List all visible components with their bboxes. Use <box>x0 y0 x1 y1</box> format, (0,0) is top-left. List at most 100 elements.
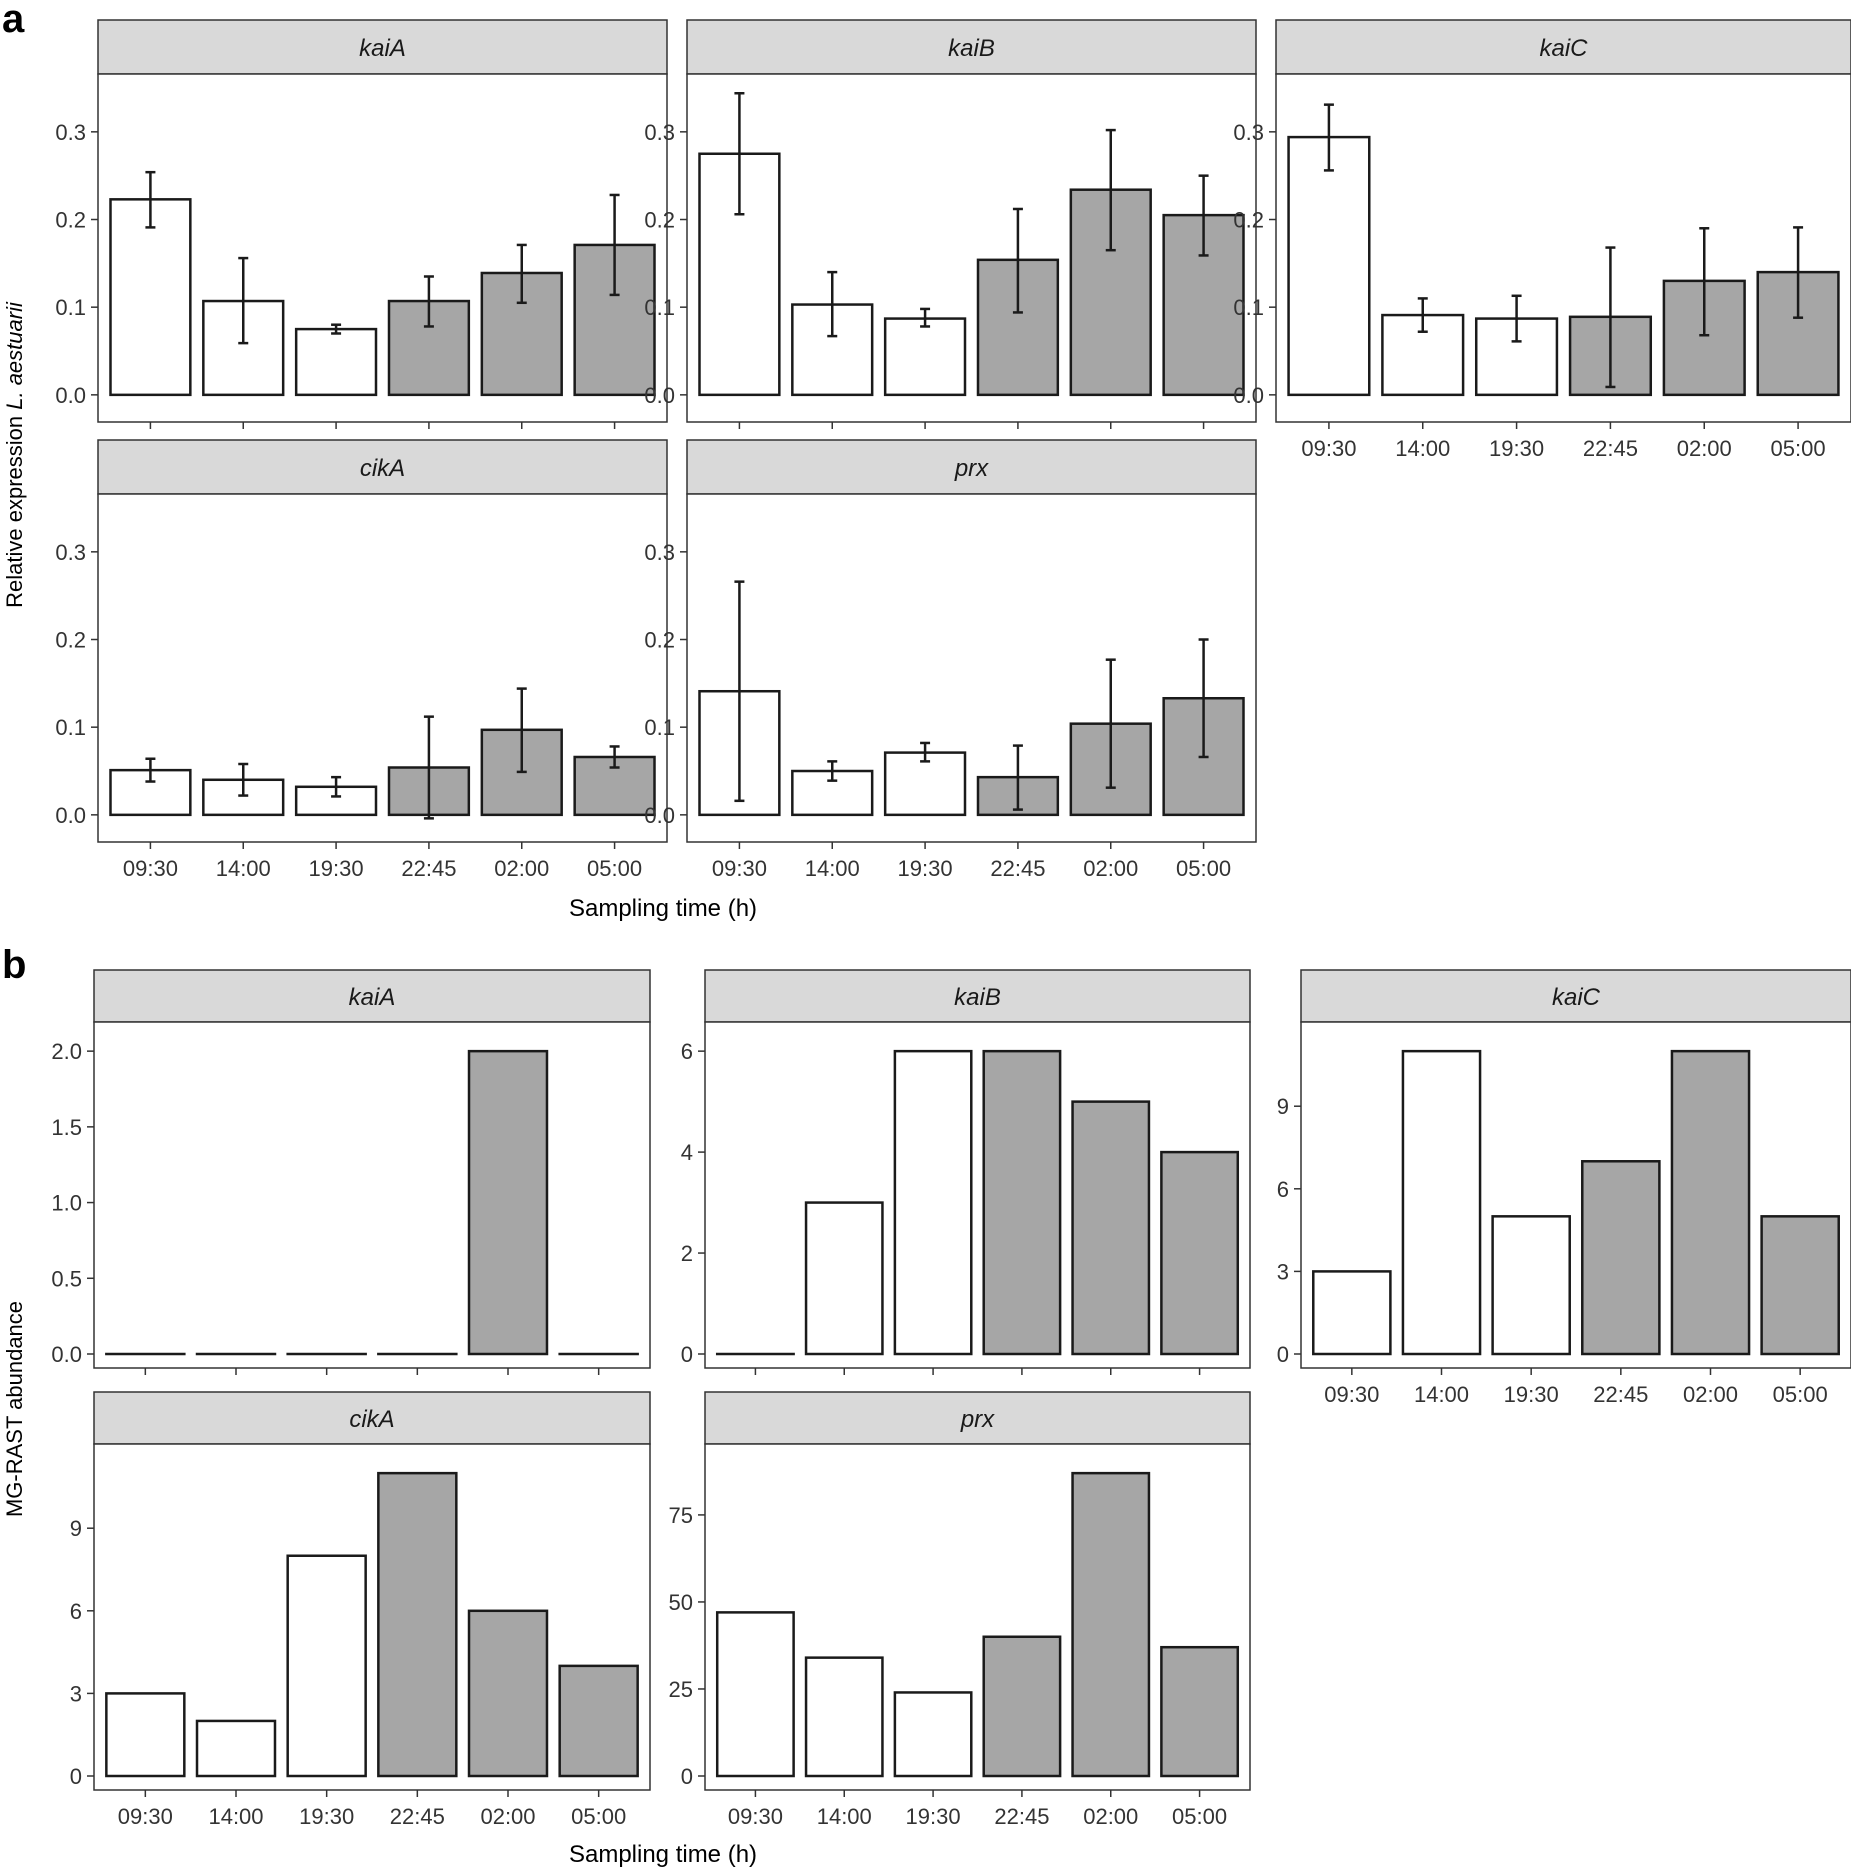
x-tick-label: 14:00 <box>208 1804 263 1829</box>
y-tick-label: 1.5 <box>51 1115 82 1140</box>
bar-kaiC-05:00 <box>1760 1215 1840 1356</box>
facet-strip-label: kaiB <box>948 35 995 62</box>
y-tick-label: 2.0 <box>51 1039 82 1064</box>
x-tick-label: 19:30 <box>309 856 364 881</box>
x-tick-label: 02:00 <box>480 1804 535 1829</box>
bar-cikA-02:00 <box>467 1609 549 1778</box>
facet-a-cikA: cikA 0.0 0.1 0.2 0.3 09:30 14:00 19:30 22:45 02:0… <box>55 439 668 881</box>
bar-kaiA-09:30 <box>109 198 192 397</box>
x-tick-label: 19:30 <box>1504 1382 1559 1407</box>
y-tick-label: 0.2 <box>55 208 86 233</box>
x-tick-label: 09:30 <box>712 856 767 881</box>
facet-strip-label: kaiB <box>954 984 1001 1011</box>
x-tick-label: 14:00 <box>817 1804 872 1829</box>
bar-kaiA-02:00 <box>480 271 563 397</box>
y-tick-label: 3 <box>1277 1259 1289 1284</box>
facet-panels: kaiA 0.0 0.1 0.2 0.3 kaiB 0.0 0.1 0.2 0.3 kaiC 0.0 0… <box>51 19 1851 1829</box>
panel-label-b: b <box>2 943 26 987</box>
facet-strip <box>93 1391 651 1445</box>
x-tick-label: 02:00 <box>1677 436 1732 461</box>
y-tick-label: 9 <box>70 1516 82 1541</box>
x-tick-label: 22:45 <box>990 856 1045 881</box>
facet-plot-area <box>686 73 1257 423</box>
facet-strip <box>704 969 1251 1023</box>
y-tick-label: 0.1 <box>1233 295 1264 320</box>
bar-kaiB-22:45 <box>982 1049 1062 1356</box>
x-tick-label: 22:45 <box>994 1804 1049 1829</box>
bar-kaiB-19:30 <box>893 1049 973 1356</box>
facet-b-cikA: cikA 0 3 6 9 09:30 14:00 19:30 22:45 02:00 05:00 <box>70 1391 651 1829</box>
facet-b-kaiB: kaiB 0 2 4 6 <box>681 969 1251 1375</box>
bar-cikA-19:30 <box>294 785 378 817</box>
bar-kaiC-02:00 <box>1670 1049 1751 1356</box>
y-tick-label: 6 <box>681 1039 693 1064</box>
bar-prx-09:30 <box>715 1611 795 1778</box>
y-axis-title-prefix: Relative expression <box>2 410 27 608</box>
facet-a-kaiC: kaiC 0.0 0.1 0.2 0.3 09:30 14:00 19:30 22:45 02:0… <box>1233 19 1851 461</box>
y-tick-label: 25 <box>669 1677 693 1702</box>
facet-plot-area <box>704 1021 1251 1369</box>
y-tick-label: 0.2 <box>644 628 675 653</box>
y-tick-label: 50 <box>669 1590 693 1615</box>
y-tick-label: 0.0 <box>55 383 86 408</box>
x-tick-label: 19:30 <box>1489 436 1544 461</box>
facet-a-kaiA: kaiA 0.0 0.1 0.2 0.3 <box>55 19 668 429</box>
panel-b-x-axis-title: Sampling time (h) <box>569 1841 757 1868</box>
facet-strip-label: kaiC <box>1539 35 1588 62</box>
bar-kaiA-19:30 <box>294 327 378 397</box>
facet-strip <box>686 439 1257 495</box>
x-tick-label: 05:00 <box>1773 1382 1828 1407</box>
y-tick-label: 0.1 <box>55 295 86 320</box>
facet-strip-label: kaiC <box>1552 984 1601 1011</box>
y-tick-label: 0.3 <box>55 120 86 145</box>
bar-prx-05:00 <box>1160 1645 1240 1778</box>
facet-b-prx: prx 0 25 50 75 09:30 14:00 19:30 22:45 02:00 05:00 <box>669 1391 1251 1829</box>
y-tick-label: 0.3 <box>644 540 675 565</box>
y-tick-label: 0.0 <box>51 1342 82 1367</box>
facet-plot-area <box>704 1443 1251 1791</box>
bar-kaiB-05:00 <box>1160 1150 1240 1356</box>
bar-kaiA-02:00 <box>467 1049 549 1356</box>
facet-plot-area <box>97 73 668 423</box>
facet-plot-area <box>97 493 668 843</box>
x-tick-label: 05:00 <box>1172 1804 1227 1829</box>
x-tick-label: 14:00 <box>1395 436 1450 461</box>
y-tick-label: 1.0 <box>51 1191 82 1216</box>
bar-cikA-09:30 <box>105 1692 186 1778</box>
x-tick-label: 22:45 <box>1583 436 1638 461</box>
x-tick-label: 14:00 <box>216 856 271 881</box>
y-tick-label: 2 <box>681 1241 693 1266</box>
y-tick-label: 0.3 <box>644 120 675 145</box>
x-tick-label: 02:00 <box>1683 1382 1738 1407</box>
y-tick-label: 0 <box>681 1342 693 1367</box>
x-tick-label: 02:00 <box>494 856 549 881</box>
x-tick-label: 22:45 <box>401 856 456 881</box>
bar-prx-19:30 <box>893 1691 973 1778</box>
facet-plot-area <box>1300 1021 1851 1369</box>
facet-strip-label: prx <box>954 455 989 482</box>
panel-a-y-axis-title: Relative expression L. aestuarii <box>2 301 27 608</box>
y-tick-label: 4 <box>681 1140 693 1165</box>
y-tick-label: 0.2 <box>644 208 675 233</box>
y-tick-label: 0.0 <box>644 803 675 828</box>
y-tick-label: 3 <box>70 1681 82 1706</box>
bar-kaiC-09:30 <box>1312 1270 1392 1356</box>
bar-cikA-19:30 <box>286 1554 367 1778</box>
y-tick-label: 0 <box>1277 1342 1289 1367</box>
facet-strip <box>1300 969 1851 1023</box>
y-tick-label: 0.1 <box>644 715 675 740</box>
x-tick-label: 05:00 <box>571 1804 626 1829</box>
y-tick-label: 0.3 <box>55 540 86 565</box>
facet-b-kaiA: kaiA 0.0 0.5 1.0 1.5 2.0 <box>51 969 651 1375</box>
y-tick-label: 0 <box>681 1764 693 1789</box>
facet-plot-area <box>93 1443 651 1791</box>
y-axis-title-species: L. aestuarii <box>2 301 27 410</box>
facet-strip-label: prx <box>960 1406 995 1433</box>
y-tick-label: 0.1 <box>644 295 675 320</box>
y-tick-label: 6 <box>70 1599 82 1624</box>
x-tick-label: 22:45 <box>390 1804 445 1829</box>
facet-b-kaiC: kaiC 0 3 6 9 09:30 14:00 19:30 22:45 02:00 05:00 <box>1277 969 1851 1407</box>
x-tick-label: 02:00 <box>1083 1804 1138 1829</box>
y-tick-label: 0.5 <box>51 1266 82 1291</box>
y-tick-label: 0 <box>70 1764 82 1789</box>
